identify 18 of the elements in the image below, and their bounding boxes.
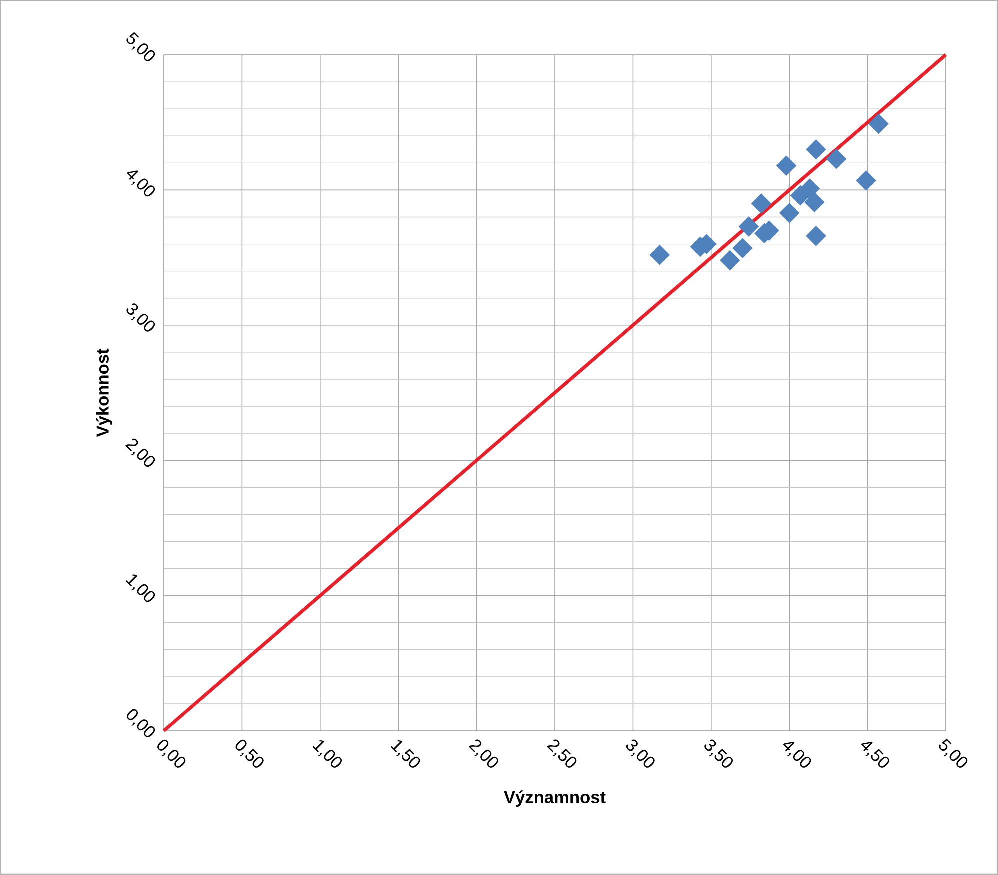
x-tick-label: 1,00 [312,740,342,768]
x-axis-title: Významnost [504,790,606,807]
y-tick-label: 0,00 [127,709,156,738]
x-tick-label: 0,00 [158,740,186,768]
x-tick-label: 5,00 [939,738,968,768]
x-tick-label: 2,50 [547,740,577,768]
y-tick-label: 1,00 [126,574,156,602]
x-tick-label: 3,50 [704,740,734,768]
y-axis-title: Výkonnost [96,348,112,438]
x-tick-label: 2,00 [468,740,498,768]
x-tick-label: 3,00 [626,740,655,768]
x-tick-label: 0,50 [236,740,264,768]
y-tick-label: 4,00 [127,170,156,197]
x-tick-label: 1,50 [390,740,420,768]
y-tick-label: 2,00 [126,438,156,468]
x-tick-label: 4,50 [861,742,890,768]
x-tick-label: 4,00 [783,742,812,768]
y-tick-label: 3,00 [126,304,156,332]
